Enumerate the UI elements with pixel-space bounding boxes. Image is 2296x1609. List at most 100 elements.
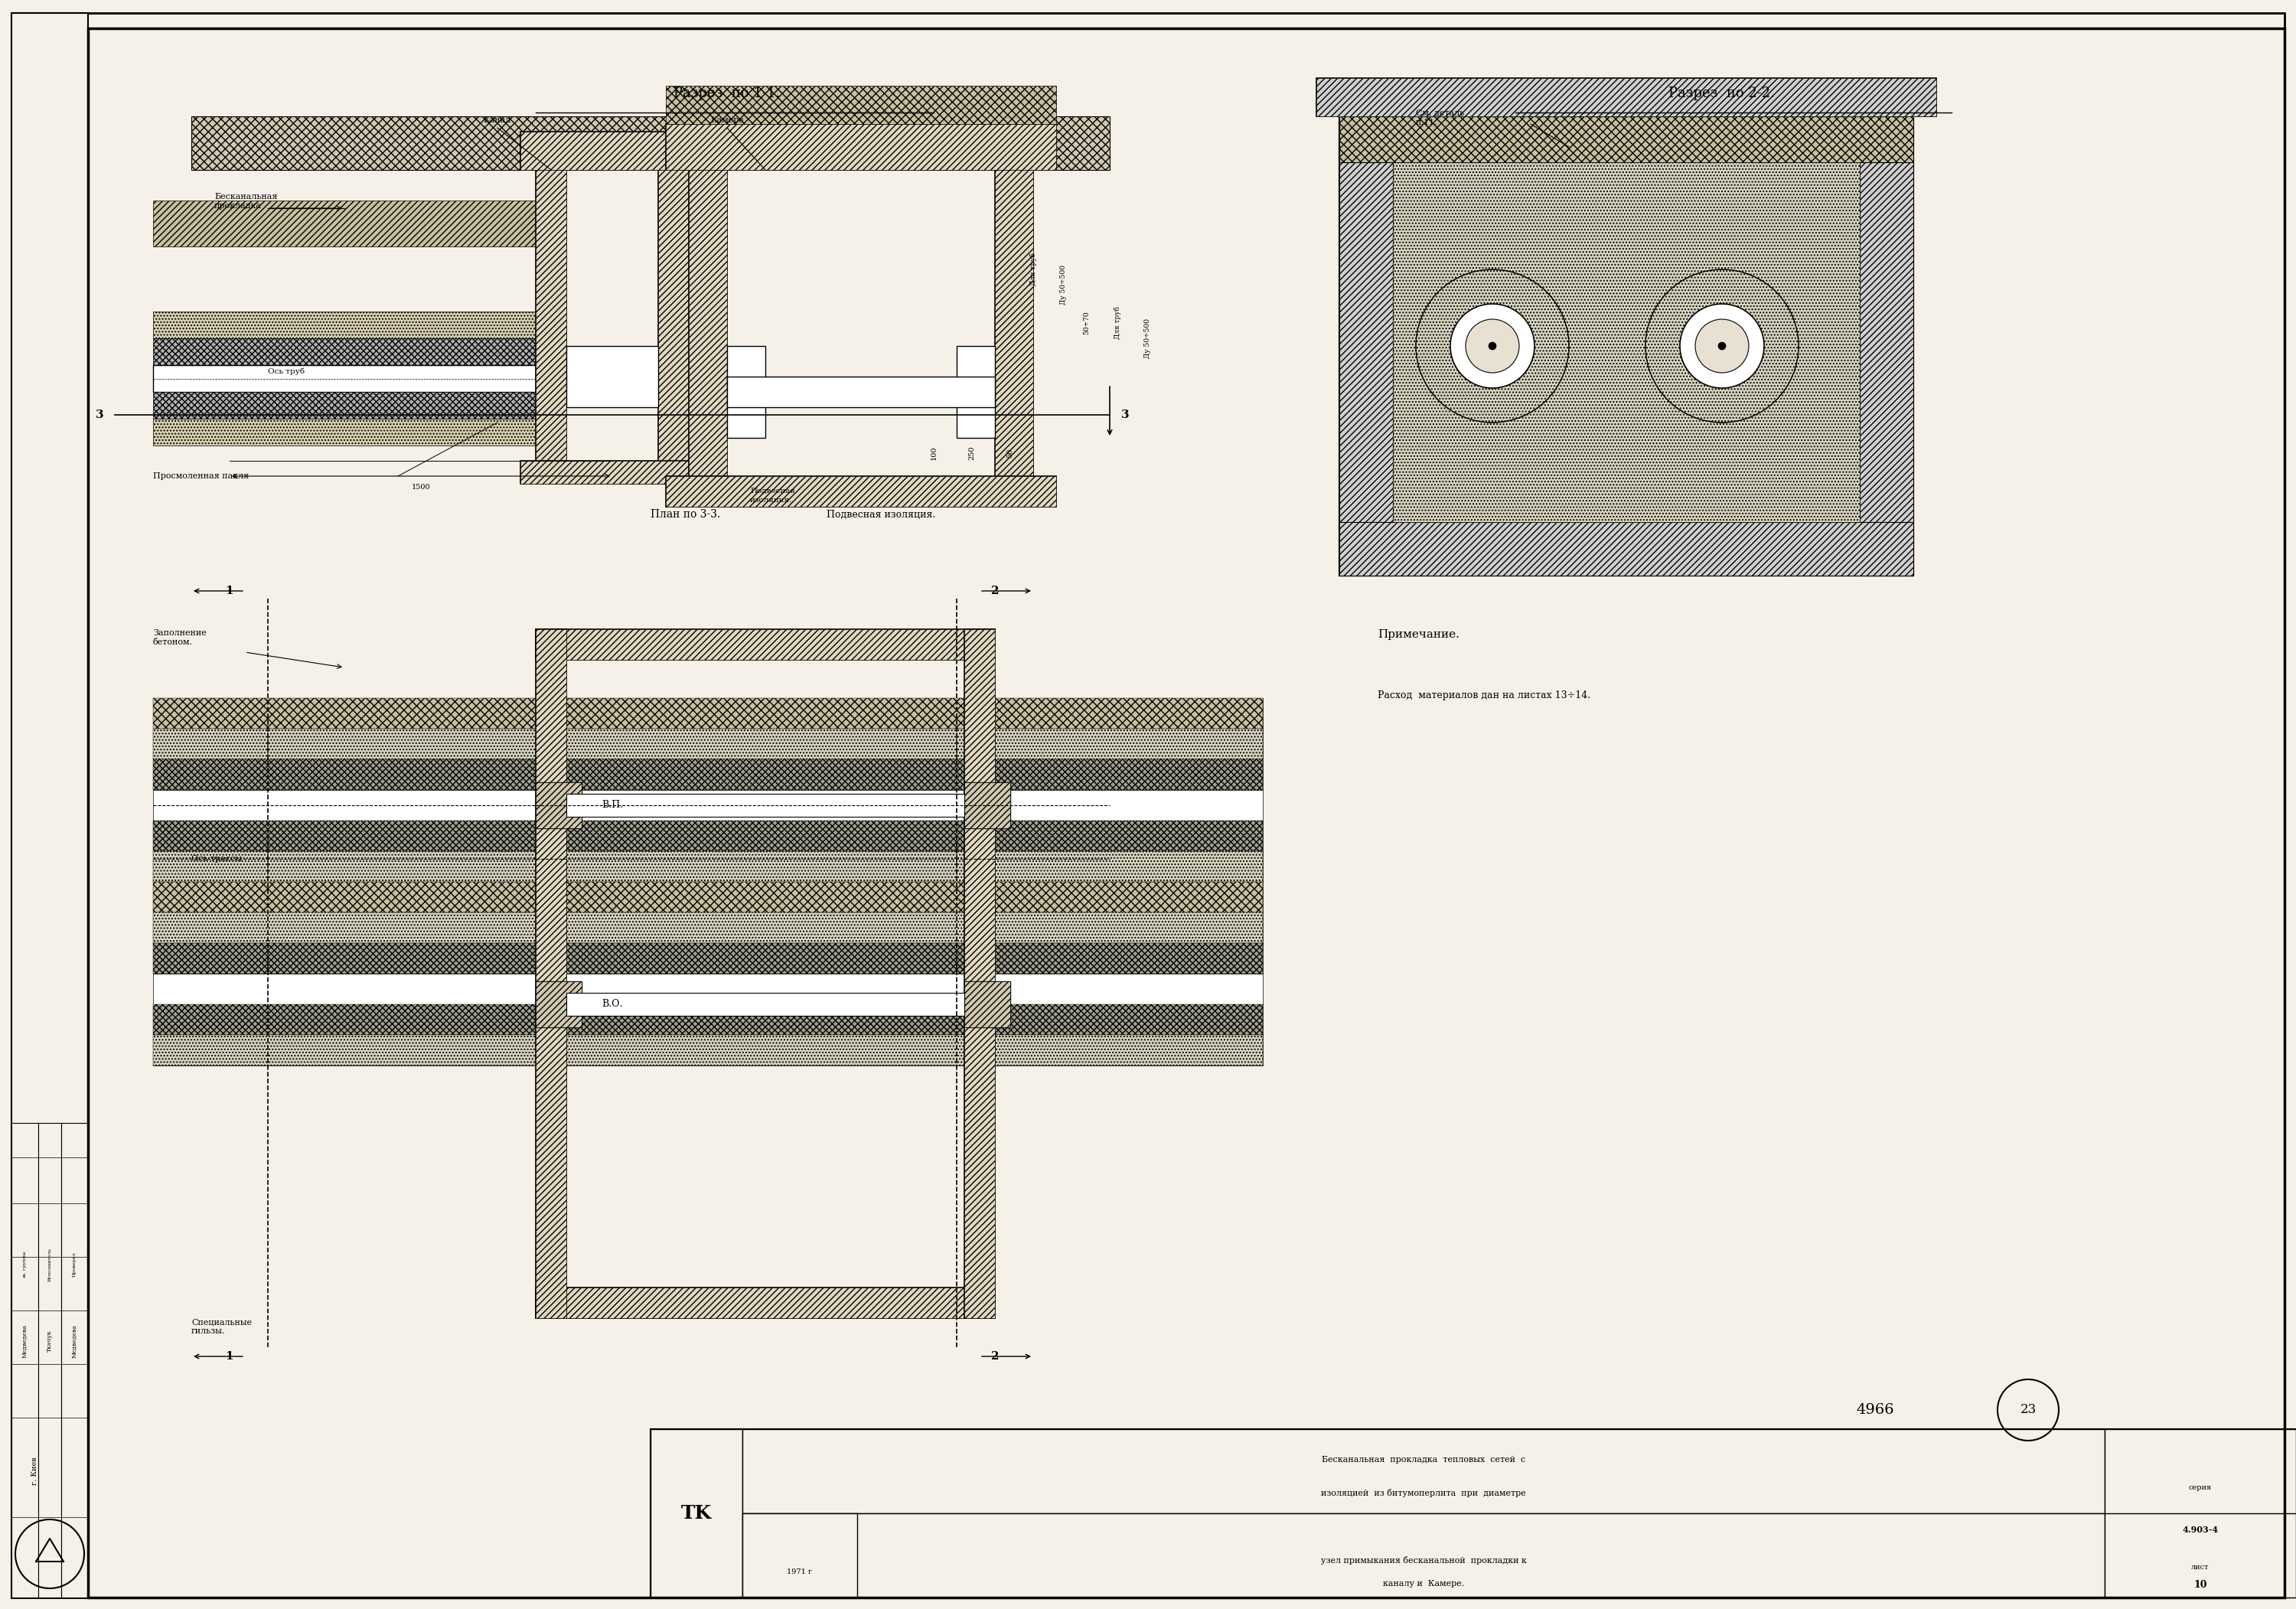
Text: 4.903-4: 4.903-4 [2181, 1525, 2218, 1535]
Bar [957, 346, 994, 438]
Text: 4966: 4966 [1855, 1403, 1894, 1418]
Bar [689, 171, 728, 476]
Text: 1971 г: 1971 г [788, 1569, 813, 1575]
Bar [154, 821, 1263, 851]
Text: 1: 1 [225, 586, 234, 597]
Bar [1316, 79, 1936, 116]
Text: Ось труб: Ось труб [269, 368, 305, 375]
Text: См. деталь
п.11.: См. деталь п.11. [1417, 109, 1465, 127]
Text: трубопроводов  Ду 50÷ 500 мм.: трубопроводов Ду 50÷ 500 мм. [1352, 1522, 1495, 1532]
Circle shape [1717, 343, 1727, 349]
Bar [11, 1123, 39, 1598]
Bar [964, 782, 1010, 829]
Circle shape [1694, 319, 1750, 373]
Bar [535, 171, 567, 460]
Bar [154, 882, 1263, 912]
Bar [521, 132, 705, 171]
Bar [535, 629, 567, 1318]
Text: Камера: Камера [709, 116, 744, 124]
Bar [154, 1035, 1263, 1065]
Text: TK: TK [682, 1504, 712, 1522]
Text: Для труб: Для труб [1029, 253, 1038, 286]
Bar [154, 312, 535, 338]
Bar [666, 124, 1056, 171]
Text: лист: лист [2190, 1564, 2209, 1570]
Text: Ду 50÷500: Ду 50÷500 [1143, 319, 1150, 359]
Text: 23: 23 [2020, 1403, 2037, 1416]
Bar [154, 418, 535, 446]
Bar [567, 993, 964, 1015]
Text: Просмоленная пакля: Просмоленная пакля [154, 473, 248, 479]
Text: Исполнитель: Исполнитель [48, 1247, 51, 1281]
Text: 50÷70: 50÷70 [1084, 311, 1091, 335]
Bar [994, 171, 1033, 476]
Text: План по 3-3.: План по 3-3. [650, 508, 721, 520]
Bar [154, 1004, 1263, 1035]
Bar [39, 1123, 62, 1598]
Bar [154, 698, 1263, 729]
Text: Примечание.: Примечание. [1378, 629, 1460, 640]
Text: 3: 3 [1120, 410, 1130, 420]
Bar [689, 171, 728, 476]
Bar [567, 346, 659, 407]
Text: Заполнение
бетоном.: Заполнение бетоном. [154, 629, 207, 647]
Bar [535, 629, 567, 1318]
Bar [964, 629, 994, 1318]
Bar [994, 171, 1033, 476]
Text: Подвесная изоляция.: Подвесная изоляция. [827, 510, 934, 520]
Text: 3: 3 [96, 410, 103, 420]
Bar [535, 629, 994, 660]
Text: серия: серия [2188, 1485, 2211, 1492]
Circle shape [1488, 343, 1497, 349]
Bar [521, 460, 705, 484]
Bar [666, 476, 1056, 507]
Text: Ду 50÷500: Ду 50÷500 [1061, 265, 1068, 304]
Bar [154, 698, 1263, 729]
Bar [154, 943, 1263, 973]
Bar [650, 1429, 742, 1598]
Bar [1339, 521, 1913, 576]
Text: Специальные
гильзы.: Специальные гильзы. [191, 1318, 253, 1335]
Bar [535, 1287, 994, 1318]
Bar [567, 793, 964, 817]
Text: Медведева: Медведева [71, 1324, 78, 1358]
Bar [154, 973, 1263, 1004]
Bar [1394, 163, 1860, 521]
Text: узел примыкания бесканальной  прокладки к: узел примыкания бесканальной прокладки к [1320, 1556, 1527, 1564]
Text: Разрез  по 1-1.: Разрез по 1-1. [673, 87, 781, 100]
Text: Ось трассы: Ось трассы [191, 854, 241, 862]
Bar [728, 346, 765, 438]
Circle shape [1681, 304, 1763, 388]
Bar [666, 476, 1056, 507]
Bar [535, 171, 567, 460]
Text: 1500: 1500 [411, 484, 429, 491]
Bar [964, 629, 994, 1318]
Text: Канал: Канал [484, 116, 512, 124]
Bar [154, 912, 1263, 943]
Bar [666, 124, 1056, 171]
Circle shape [1417, 269, 1568, 423]
Bar [154, 393, 535, 418]
Bar [521, 460, 705, 484]
Circle shape [1451, 304, 1534, 388]
Bar [154, 759, 1263, 790]
Bar [659, 171, 689, 460]
Bar [535, 782, 581, 829]
Bar [154, 851, 1263, 882]
Text: 50: 50 [1006, 449, 1015, 459]
Bar [154, 201, 535, 246]
Bar [154, 912, 1263, 943]
Bar [1339, 116, 1913, 163]
Bar [154, 338, 535, 365]
Text: Проверил: Проверил [73, 1252, 76, 1278]
Bar [154, 821, 1263, 851]
Text: 250: 250 [969, 446, 976, 460]
Text: изоляцией  из битумоперлита  при  диаметре: изоляцией из битумоперлита при диаметре [1320, 1488, 1527, 1498]
Bar [1339, 163, 1394, 576]
Bar [964, 981, 1010, 1027]
Bar [11, 13, 87, 1598]
Bar [535, 629, 994, 660]
Bar [154, 759, 1263, 790]
Bar [154, 1004, 1263, 1035]
Bar [742, 1514, 856, 1598]
